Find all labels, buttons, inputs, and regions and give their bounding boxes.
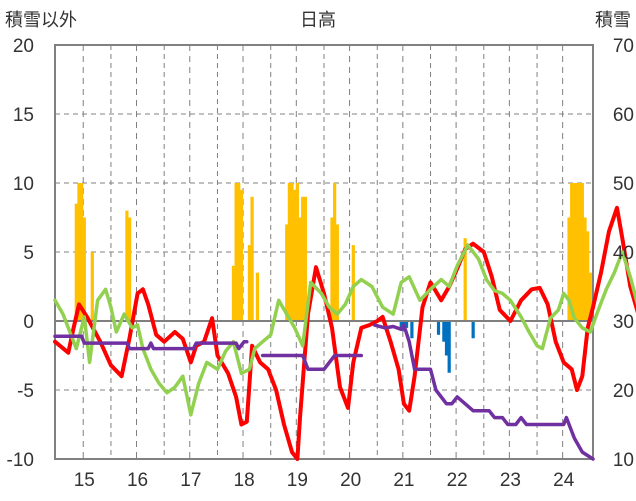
x-tick-label: 17 [180,470,201,491]
left-tick-label: -10 [7,450,34,471]
x-tick-label: 15 [74,470,95,491]
right-tick-label: 40 [613,243,634,264]
right-tick-labels: 70 60 50 40 30 20 10 [613,36,634,471]
right-tick-label: 30 [613,312,634,333]
bar [442,321,446,342]
left-tick-label: 20 [13,36,34,57]
x-tick-labels: 15 16 17 18 19 20 21 22 23 24 [74,470,575,491]
left-tick-label: -5 [17,381,34,402]
bar [447,321,451,373]
bar [410,321,414,339]
series-line [53,243,636,417]
bar [335,224,339,321]
x-tick-label: 18 [234,470,255,491]
x-tick-label: 20 [340,470,361,491]
bar [444,321,449,356]
bar [572,183,576,321]
bar [436,321,441,335]
bar [295,183,299,321]
bar [290,183,294,321]
right-tick-label: 50 [613,174,634,195]
bar [471,321,475,339]
bar [127,217,132,321]
bar [285,224,289,321]
bar [82,217,86,321]
bar [239,189,244,321]
right-axis-title: 積雪 [595,10,631,30]
bar [287,183,291,321]
bar [80,183,84,321]
chart-title: 日高 [300,10,336,30]
bar [580,183,584,321]
x-tick-label: 22 [447,470,468,491]
bar [234,183,238,321]
bar [255,272,260,321]
bar [90,252,94,321]
bar [301,196,305,321]
right-tick-label: 60 [613,105,634,126]
bar [583,217,587,321]
right-tick-label: 10 [613,450,634,471]
bar [567,217,571,321]
bar [298,217,302,321]
bar [404,321,409,328]
bar [399,321,403,328]
x-tick-label: 23 [500,470,521,491]
bar [74,203,78,321]
bar [231,265,236,321]
x-tick-label: 24 [553,470,575,491]
series-line [53,334,249,351]
right-tick-label: 20 [613,381,634,402]
bar [578,183,582,321]
bar [588,272,592,321]
bar [247,245,252,321]
bar [237,183,241,321]
x-tick-label: 16 [127,470,148,491]
x-tick-label: 21 [393,470,414,491]
bar [586,231,590,321]
bar [351,245,355,321]
bar [570,183,574,321]
bar [125,210,129,321]
series-line [260,353,364,372]
bars [74,183,592,373]
bar [303,196,307,321]
left-tick-labels: 20 15 10 5 0 -5 -10 [7,36,34,471]
left-tick-label: 15 [13,105,34,126]
left-tick-label: 10 [13,174,34,195]
series-line [53,205,636,461]
plot-area [53,44,636,461]
bar [77,183,81,321]
x-tick-label: 19 [287,470,308,491]
bar [330,217,334,321]
left-tick-label: 0 [23,312,34,333]
right-tick-label: 70 [613,36,634,57]
left-tick-label: 5 [23,243,34,264]
bar [293,189,297,321]
bar [463,238,467,321]
left-axis-title: 積雪以外 [5,10,77,30]
bar [575,183,579,321]
series-line [372,323,595,461]
bar [333,183,337,321]
series-lines [53,205,636,461]
bar [250,196,254,321]
